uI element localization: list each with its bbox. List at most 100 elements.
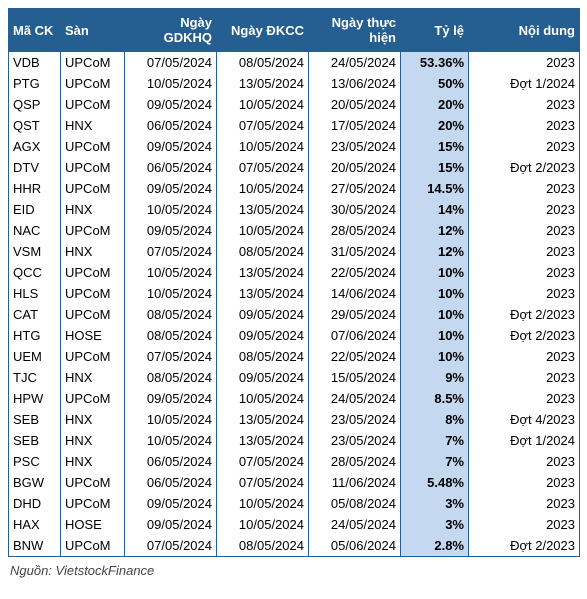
cell-san: UPCoM	[61, 493, 125, 514]
cell-d3: 24/05/2024	[309, 514, 401, 535]
cell-d2: 07/05/2024	[217, 451, 309, 472]
cell-san: UPCoM	[61, 472, 125, 493]
cell-d3: 05/06/2024	[309, 535, 401, 557]
cell-san: HOSE	[61, 325, 125, 346]
cell-san: UPCoM	[61, 346, 125, 367]
cell-d2: 10/05/2024	[217, 388, 309, 409]
cell-nd: 2023	[469, 199, 580, 220]
table-row: HLSUPCoM10/05/202413/05/202414/06/202410…	[9, 283, 580, 304]
table-row: QSPUPCoM09/05/202410/05/202420/05/202420…	[9, 94, 580, 115]
cell-d2: 09/05/2024	[217, 367, 309, 388]
cell-san: UPCoM	[61, 388, 125, 409]
cell-ma: QSP	[9, 94, 61, 115]
cell-ma: UEM	[9, 346, 61, 367]
cell-d2: 07/05/2024	[217, 472, 309, 493]
cell-nd: Đợt 1/2024	[469, 73, 580, 94]
cell-nd: 2023	[469, 52, 580, 74]
cell-d1: 06/05/2024	[125, 451, 217, 472]
cell-nd: 2023	[469, 514, 580, 535]
cell-d2: 08/05/2024	[217, 535, 309, 557]
table-row: SEBHNX10/05/202413/05/202423/05/20247%Đợ…	[9, 430, 580, 451]
cell-ma: HTG	[9, 325, 61, 346]
cell-d3: 22/05/2024	[309, 346, 401, 367]
cell-ma: QST	[9, 115, 61, 136]
cell-d3: 22/05/2024	[309, 262, 401, 283]
cell-d1: 07/05/2024	[125, 346, 217, 367]
cell-d3: 13/06/2024	[309, 73, 401, 94]
table-row: PSCHNX06/05/202407/05/202428/05/20247%20…	[9, 451, 580, 472]
cell-tyle: 10%	[401, 262, 469, 283]
cell-d3: 11/06/2024	[309, 472, 401, 493]
cell-d2: 13/05/2024	[217, 409, 309, 430]
cell-nd: 2023	[469, 451, 580, 472]
table-row: VDBUPCoM07/05/202408/05/202424/05/202453…	[9, 52, 580, 74]
cell-d3: 20/05/2024	[309, 157, 401, 178]
table-row: PTGUPCoM10/05/202413/05/202413/06/202450…	[9, 73, 580, 94]
cell-tyle: 53.36%	[401, 52, 469, 74]
table-row: VSMHNX07/05/202408/05/202431/05/202412%2…	[9, 241, 580, 262]
cell-san: UPCoM	[61, 52, 125, 74]
table-row: DHDUPCoM09/05/202410/05/202405/08/20243%…	[9, 493, 580, 514]
table-row: CATUPCoM08/05/202409/05/202429/05/202410…	[9, 304, 580, 325]
cell-nd: Đợt 2/2023	[469, 325, 580, 346]
cell-d2: 10/05/2024	[217, 136, 309, 157]
cell-d3: 31/05/2024	[309, 241, 401, 262]
cell-d1: 08/05/2024	[125, 367, 217, 388]
cell-san: UPCoM	[61, 94, 125, 115]
cell-d2: 09/05/2024	[217, 304, 309, 325]
cell-ma: HLS	[9, 283, 61, 304]
cell-ma: DTV	[9, 157, 61, 178]
cell-d1: 10/05/2024	[125, 262, 217, 283]
cell-d1: 09/05/2024	[125, 136, 217, 157]
cell-ma: DHD	[9, 493, 61, 514]
cell-d3: 24/05/2024	[309, 52, 401, 74]
cell-ma: AGX	[9, 136, 61, 157]
cell-d1: 07/05/2024	[125, 52, 217, 74]
cell-nd: Đợt 2/2023	[469, 535, 580, 557]
table-row: HPWUPCoM09/05/202410/05/202424/05/20248.…	[9, 388, 580, 409]
table-row: NACUPCoM09/05/202410/05/202428/05/202412…	[9, 220, 580, 241]
cell-d1: 09/05/2024	[125, 220, 217, 241]
cell-d2: 10/05/2024	[217, 94, 309, 115]
cell-d2: 10/05/2024	[217, 220, 309, 241]
cell-tyle: 20%	[401, 115, 469, 136]
source-footer: Nguồn: VietstockFinance	[8, 557, 579, 580]
cell-d3: 23/05/2024	[309, 409, 401, 430]
cell-d1: 06/05/2024	[125, 157, 217, 178]
header-ma: Mã CK	[9, 9, 61, 52]
cell-san: HNX	[61, 115, 125, 136]
cell-tyle: 10%	[401, 346, 469, 367]
cell-d3: 30/05/2024	[309, 199, 401, 220]
header-san: Sàn	[61, 9, 125, 52]
cell-d2: 13/05/2024	[217, 283, 309, 304]
cell-nd: 2023	[469, 241, 580, 262]
dividend-table: Mã CKSànNgày GDKHQNgày ĐKCCNgày thực hiệ…	[8, 8, 580, 557]
cell-san: HNX	[61, 451, 125, 472]
table-row: QSTHNX06/05/202407/05/202417/05/202420%2…	[9, 115, 580, 136]
cell-d3: 27/05/2024	[309, 178, 401, 199]
table-row: TJCHNX08/05/202409/05/202415/05/20249%20…	[9, 367, 580, 388]
cell-ma: HPW	[9, 388, 61, 409]
cell-d1: 08/05/2024	[125, 325, 217, 346]
cell-nd: 2023	[469, 493, 580, 514]
header-d3: Ngày thực hiện	[309, 9, 401, 52]
cell-nd: 2023	[469, 136, 580, 157]
cell-nd: 2023	[469, 367, 580, 388]
cell-d3: 20/05/2024	[309, 94, 401, 115]
cell-tyle: 50%	[401, 73, 469, 94]
cell-nd: 2023	[469, 178, 580, 199]
cell-nd: Đợt 2/2023	[469, 304, 580, 325]
cell-d2: 13/05/2024	[217, 262, 309, 283]
cell-tyle: 9%	[401, 367, 469, 388]
cell-tyle: 14%	[401, 199, 469, 220]
cell-san: HNX	[61, 430, 125, 451]
cell-ma: BNW	[9, 535, 61, 557]
cell-d2: 13/05/2024	[217, 430, 309, 451]
cell-nd: Đợt 4/2023	[469, 409, 580, 430]
table-row: DTVUPCoM06/05/202407/05/202420/05/202415…	[9, 157, 580, 178]
header-tyle: Tỷ lệ	[401, 9, 469, 52]
cell-d2: 10/05/2024	[217, 178, 309, 199]
cell-nd: Đợt 2/2023	[469, 157, 580, 178]
cell-d3: 28/05/2024	[309, 451, 401, 472]
cell-san: HNX	[61, 199, 125, 220]
